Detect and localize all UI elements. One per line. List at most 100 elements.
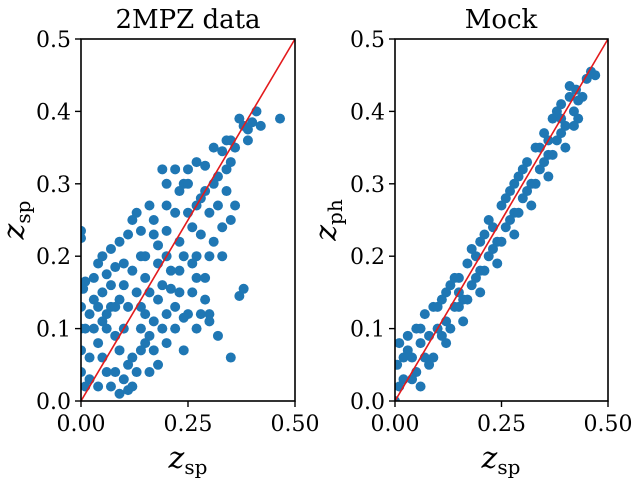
scatter-point bbox=[165, 265, 176, 276]
scatter-point bbox=[453, 301, 464, 312]
scatter-point bbox=[500, 222, 511, 233]
x-axis-subscript: sp bbox=[184, 455, 207, 479]
y-tick-label: 0.1 bbox=[36, 318, 71, 343]
scatter-point bbox=[234, 291, 245, 302]
scatter-point bbox=[114, 345, 125, 356]
scatter-point bbox=[105, 280, 116, 291]
scatter-point bbox=[148, 345, 159, 356]
scatter-point bbox=[135, 251, 146, 262]
scatter-point bbox=[183, 178, 193, 189]
scatter-point bbox=[170, 301, 181, 312]
scatter-point bbox=[110, 367, 121, 378]
y-axis-subscript: ph bbox=[323, 199, 347, 225]
scatter-point bbox=[101, 269, 112, 280]
scatter-point bbox=[97, 316, 108, 327]
scatter-point bbox=[242, 135, 253, 146]
scatter-point bbox=[81, 276, 91, 287]
scatter-point bbox=[174, 265, 185, 276]
scatter-point bbox=[395, 359, 403, 370]
scatter-point bbox=[140, 338, 151, 349]
scatter-point bbox=[114, 294, 125, 305]
y-tick-label: 0.0 bbox=[350, 390, 385, 415]
scatter-point bbox=[590, 70, 601, 81]
scatter-point bbox=[458, 316, 469, 327]
scatter-point bbox=[204, 316, 215, 327]
panel-mock: Mock 0.00 0.25 0.50 0.00.10.20.30.40.5 zsp… bbox=[309, 5, 632, 479]
scatter-point bbox=[144, 200, 155, 211]
scatter-point bbox=[534, 164, 545, 175]
y-axis-label: zsp bbox=[0, 201, 35, 241]
scatter-point bbox=[81, 345, 86, 356]
y-tick-label: 0.2 bbox=[36, 245, 71, 270]
scatter-point bbox=[88, 294, 99, 305]
scatter-point bbox=[517, 193, 528, 204]
scatter-point bbox=[170, 323, 181, 334]
scatter-point bbox=[114, 388, 125, 399]
y-axis-subscript: sp bbox=[11, 201, 35, 224]
scatter-point bbox=[174, 186, 185, 197]
scatter-point bbox=[88, 323, 99, 334]
scatter-point bbox=[441, 287, 452, 298]
scatter-point bbox=[573, 113, 584, 124]
scatter-point bbox=[157, 280, 168, 291]
scatter-point bbox=[509, 229, 520, 240]
scatter-point bbox=[247, 117, 258, 128]
scatter-point bbox=[547, 149, 558, 160]
scatter-point bbox=[212, 200, 223, 211]
scatter-point bbox=[93, 338, 104, 349]
scatter-point bbox=[234, 113, 245, 124]
scatter-point bbox=[505, 186, 516, 197]
scatter-point bbox=[187, 287, 198, 298]
scatter-point bbox=[191, 323, 202, 334]
scatter-point bbox=[492, 258, 503, 269]
scatter-point bbox=[483, 215, 494, 225]
scatter-point bbox=[551, 135, 562, 146]
scatter-point bbox=[436, 294, 447, 305]
scatter-point bbox=[144, 367, 155, 378]
scatter-point bbox=[475, 287, 486, 298]
scatter-point bbox=[204, 309, 215, 320]
scatter-point bbox=[183, 164, 193, 175]
scatter-point bbox=[81, 233, 86, 244]
scatter-point bbox=[560, 142, 571, 153]
y-tick-label: 0.5 bbox=[350, 28, 385, 53]
scatter-point bbox=[114, 236, 125, 247]
scatter-point bbox=[517, 164, 528, 175]
scatter-point bbox=[131, 287, 142, 298]
scatter-point bbox=[200, 160, 211, 171]
scatter-point bbox=[513, 207, 524, 218]
scatter-point bbox=[522, 186, 533, 197]
x-axis-label: zsp bbox=[168, 441, 208, 479]
scatter-point bbox=[221, 164, 232, 175]
scatter-point bbox=[415, 381, 426, 392]
identity-line bbox=[394, 38, 609, 402]
scatter-point bbox=[191, 157, 202, 168]
x-axis-symbol: z bbox=[481, 441, 498, 476]
y-tick-label: 0.2 bbox=[350, 245, 385, 270]
scatter-point bbox=[225, 215, 236, 225]
scatter-point bbox=[81, 367, 86, 378]
scatter-point bbox=[148, 215, 159, 225]
scatter-point bbox=[144, 330, 155, 341]
y-tick-label: 0.3 bbox=[350, 173, 385, 198]
y-axis-symbol: z bbox=[0, 223, 32, 240]
scatter-point bbox=[127, 215, 138, 225]
scatter-point bbox=[539, 157, 550, 168]
scatter-point bbox=[157, 323, 168, 334]
scatter-point bbox=[475, 236, 486, 247]
scatter-point bbox=[127, 265, 138, 276]
scatter-point bbox=[402, 345, 413, 356]
scatter-point bbox=[161, 178, 172, 189]
scatter-point bbox=[88, 272, 99, 283]
scatter-point bbox=[568, 120, 579, 131]
scatter-point bbox=[118, 280, 129, 291]
scatter-point bbox=[470, 272, 481, 283]
scatter-point bbox=[407, 352, 418, 363]
scatter-point bbox=[84, 352, 95, 363]
scatter-point bbox=[449, 272, 460, 283]
scatter-point bbox=[564, 81, 575, 92]
scatter-point bbox=[131, 207, 142, 218]
x-tick-label: 0.00 bbox=[57, 412, 106, 437]
y-axis-label: zph bbox=[309, 199, 347, 242]
